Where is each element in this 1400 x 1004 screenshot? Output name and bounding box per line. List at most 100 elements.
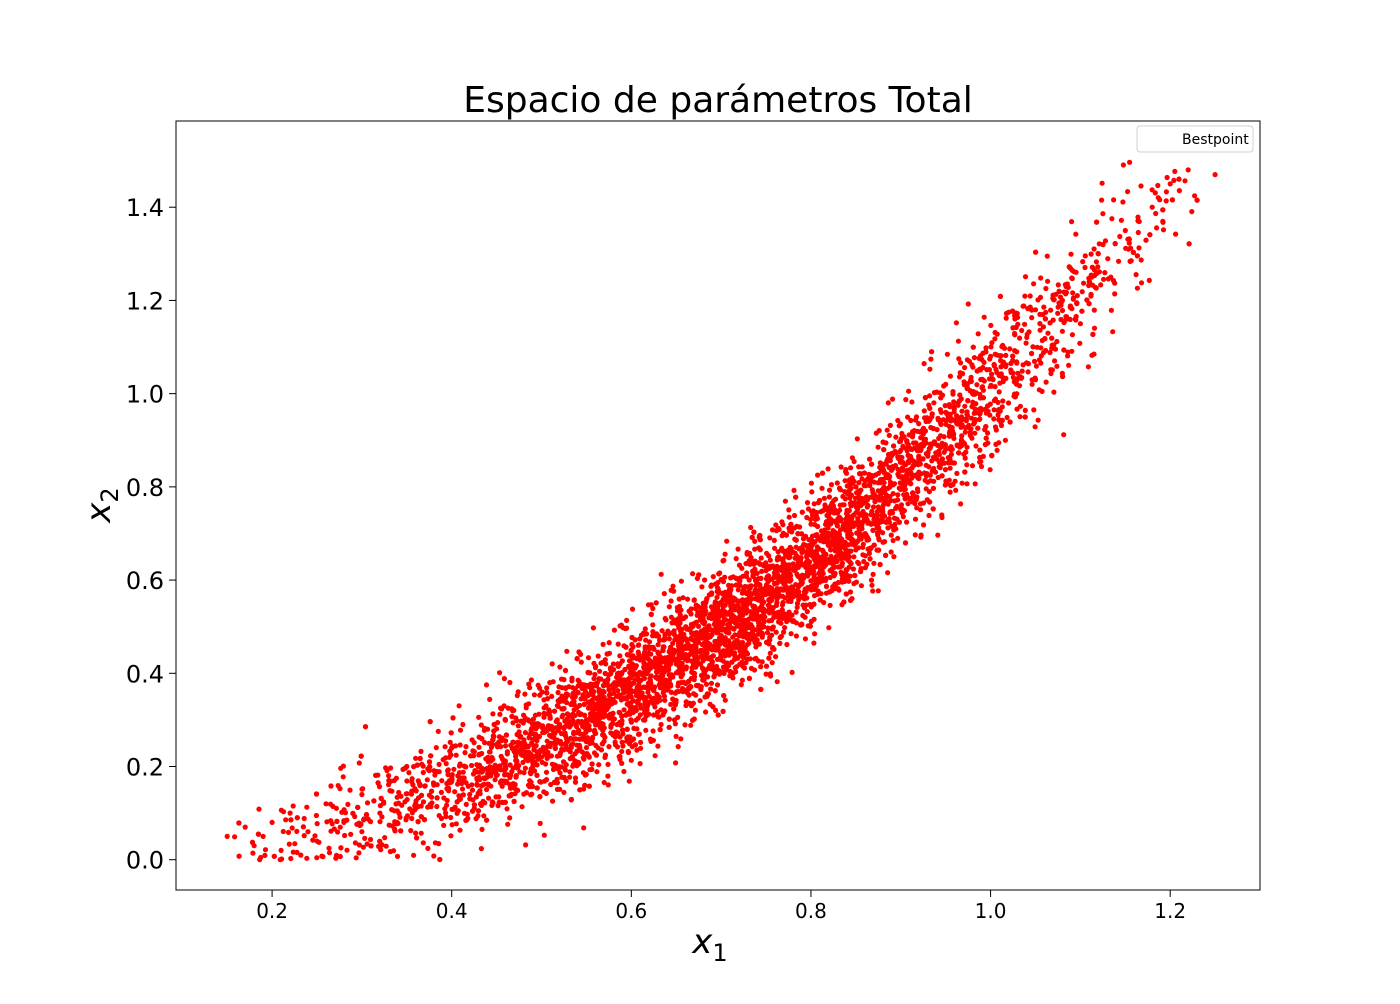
data-point (709, 591, 715, 597)
data-point (845, 557, 851, 563)
data-point (826, 487, 833, 493)
data-point (887, 479, 894, 485)
data-point (641, 675, 647, 682)
data-point (534, 762, 540, 768)
data-point (652, 664, 658, 670)
data-point (1069, 219, 1075, 225)
data-point (906, 388, 912, 394)
data-point (625, 749, 632, 756)
data-point (1147, 232, 1153, 238)
data-point (789, 584, 795, 590)
data-point (744, 651, 751, 657)
data-point (298, 852, 304, 858)
data-point (669, 620, 675, 626)
data-point (790, 561, 796, 567)
data-point (596, 723, 603, 729)
data-point (875, 588, 881, 594)
data-point (992, 336, 998, 342)
data-point (537, 820, 543, 827)
data-point (624, 726, 630, 732)
data-point (1126, 246, 1132, 252)
data-point (996, 353, 1003, 359)
data-point (743, 561, 749, 567)
data-point (515, 723, 521, 729)
data-point (1001, 345, 1008, 351)
data-point (1160, 218, 1166, 224)
data-point (958, 501, 964, 507)
data-point (1164, 174, 1170, 181)
data-point (856, 511, 863, 517)
data-point (880, 439, 886, 445)
data-point (588, 682, 594, 689)
data-point (511, 798, 517, 805)
data-point (777, 593, 784, 599)
data-point (445, 771, 451, 778)
data-point (417, 755, 423, 762)
data-point (989, 371, 995, 377)
data-point (392, 828, 398, 834)
data-point (300, 824, 306, 830)
data-point (764, 630, 771, 636)
data-point (675, 608, 681, 614)
data-point (702, 652, 708, 658)
data-point (890, 451, 896, 457)
data-point (1054, 363, 1060, 369)
data-point (853, 547, 859, 553)
data-point (1022, 274, 1029, 280)
data-point (537, 692, 543, 698)
data-point (1116, 258, 1122, 264)
data-point (973, 401, 979, 407)
data-point (388, 765, 394, 771)
data-point (851, 512, 857, 518)
data-point (1127, 159, 1133, 165)
data-point (702, 577, 708, 583)
data-point (938, 395, 944, 401)
data-point (852, 572, 858, 579)
data-point (670, 630, 676, 636)
data-point (469, 782, 475, 788)
data-point (326, 845, 332, 851)
data-point (609, 721, 616, 727)
data-point (1173, 231, 1179, 237)
data-point (1118, 217, 1124, 223)
data-point (546, 708, 552, 714)
data-point (522, 730, 529, 736)
data-point (869, 461, 875, 467)
data-point (903, 397, 909, 403)
data-point (832, 529, 838, 535)
data-point (630, 709, 636, 715)
data-point (888, 532, 894, 538)
data-point (806, 537, 812, 543)
data-point (900, 443, 906, 449)
data-point (1007, 419, 1013, 425)
data-point (702, 631, 709, 637)
data-point (1038, 275, 1044, 281)
data-point (620, 727, 626, 733)
data-point (926, 489, 933, 495)
data-point (977, 454, 983, 461)
data-point (567, 769, 573, 775)
data-point (619, 748, 625, 755)
data-point (680, 595, 686, 601)
data-point (861, 470, 868, 476)
data-point (413, 830, 419, 836)
data-point (699, 647, 706, 654)
data-point (1098, 282, 1104, 288)
data-point (522, 717, 528, 723)
data-point (681, 679, 687, 685)
data-point (475, 808, 482, 814)
data-point (815, 472, 821, 478)
data-point (581, 701, 587, 708)
data-point (1029, 315, 1035, 321)
data-point (443, 814, 449, 820)
data-point (478, 722, 484, 728)
data-point (809, 489, 815, 495)
data-point (889, 396, 896, 402)
data-point (927, 405, 933, 411)
data-point (896, 423, 902, 429)
data-point (665, 628, 671, 634)
data-point (630, 698, 637, 704)
data-point (602, 734, 608, 740)
data-point (797, 524, 803, 530)
